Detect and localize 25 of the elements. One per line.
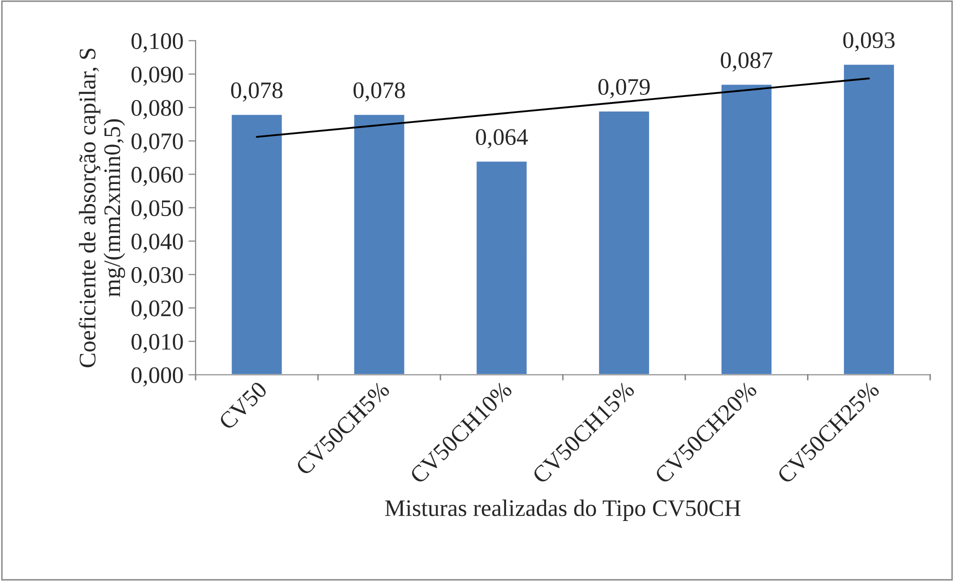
data-label: 0,087 [720, 52, 772, 72]
data-label: 0,078 [354, 82, 405, 102]
data-label: 0,064 [476, 129, 528, 148]
bar [352, 113, 406, 375]
data-label: 0,079 [598, 78, 650, 98]
y-tick-label: 0,000 [132, 367, 183, 387]
y-tick-label: 0,070 [132, 133, 183, 153]
y-tick-label: 0,020 [132, 300, 183, 320]
y-tick-label: 0,050 [132, 200, 183, 220]
bar [720, 83, 773, 375]
data-label: 0,093 [843, 32, 895, 52]
bar [842, 63, 896, 375]
y-tick-label: 0,090 [132, 66, 183, 86]
bar [475, 160, 528, 375]
y-tick-label: 0,080 [132, 100, 183, 120]
x-axis-title: Misturas realizadas do Tipo CV50CH [385, 500, 741, 521]
y-tick-label: 0,030 [132, 267, 183, 286]
bar [230, 113, 284, 375]
y-tick-label: 0,040 [132, 234, 183, 253]
y-tick-label: 0,100 [132, 33, 183, 52]
y-axis-title: Coeficiente de absorção capilar, S mg/(mm2xmin0,5) [78, 48, 126, 368]
data-label: 0,078 [231, 82, 282, 102]
y-tick-label: 0,010 [132, 334, 183, 354]
y-tick-label: 0,060 [132, 166, 183, 186]
bar [598, 110, 650, 375]
